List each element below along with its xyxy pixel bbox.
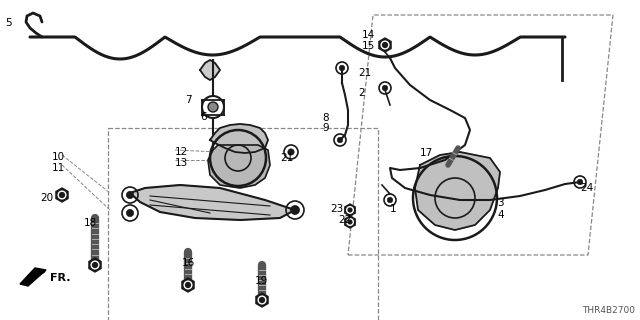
Text: 13: 13 [175,158,188,168]
Text: 3: 3 [497,198,504,208]
Circle shape [339,65,345,71]
Text: 10: 10 [52,152,65,162]
Polygon shape [345,216,355,228]
Text: 6: 6 [200,112,207,122]
Text: 14: 14 [362,30,375,40]
Text: 5: 5 [5,18,12,28]
Circle shape [127,191,134,199]
Text: 4: 4 [497,210,504,220]
Text: THR4B2700: THR4B2700 [582,306,635,315]
Text: 2: 2 [358,88,365,98]
Circle shape [577,179,582,185]
Polygon shape [210,124,268,153]
Text: FR.: FR. [50,273,70,283]
Text: 18: 18 [84,218,97,228]
Text: 23: 23 [330,204,343,214]
Text: 15: 15 [362,41,375,51]
Text: 17: 17 [420,148,433,158]
Circle shape [387,197,393,203]
Text: 11: 11 [52,163,65,173]
Circle shape [291,206,299,214]
Polygon shape [89,258,101,272]
Text: 9: 9 [322,123,328,133]
Polygon shape [256,293,268,307]
Text: 22: 22 [338,215,351,225]
Polygon shape [56,188,68,202]
Polygon shape [182,278,194,292]
Polygon shape [20,268,46,286]
Text: 7: 7 [185,95,191,105]
Polygon shape [130,185,295,220]
Circle shape [288,149,294,155]
Text: 8: 8 [322,113,328,123]
Polygon shape [208,145,270,188]
Text: 1: 1 [390,204,397,214]
Bar [108,128,378,320]
Circle shape [337,137,342,143]
Text: 20: 20 [40,193,53,203]
Circle shape [127,209,134,217]
Polygon shape [379,38,391,52]
Text: 24: 24 [580,183,593,193]
Text: 16: 16 [182,258,195,268]
Text: 19: 19 [255,276,268,286]
Text: 12: 12 [175,147,188,157]
Polygon shape [415,152,500,230]
Circle shape [293,208,297,212]
Circle shape [382,85,388,91]
Text: 21: 21 [358,68,371,78]
Polygon shape [345,204,355,216]
Polygon shape [200,60,220,80]
Circle shape [208,102,218,112]
Text: 21: 21 [280,153,293,163]
